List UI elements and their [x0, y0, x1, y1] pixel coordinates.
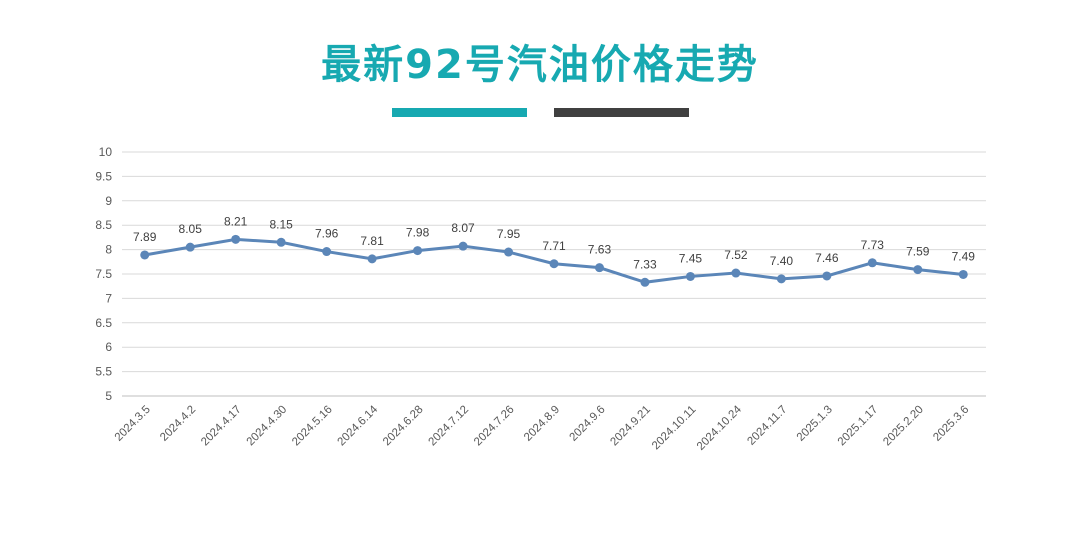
x-tick-label: 2024.5.16: [290, 404, 335, 449]
data-label: 8.21: [224, 214, 248, 228]
y-axis-ticks: 5 5.5 6 6.5 7 7.5 8 8.5 9 9.5 10: [95, 145, 112, 403]
x-tick-label: 2024.8.9: [522, 404, 562, 444]
x-tick-label: 2025.1.3: [795, 404, 835, 444]
data-point: [776, 274, 786, 284]
y-tick-label: 5.5: [95, 365, 112, 379]
data-point: [867, 258, 877, 268]
data-point: [958, 269, 968, 279]
data-point: [504, 247, 514, 257]
data-point: [140, 250, 150, 260]
data-labels: 7.89 8.05 8.21 8.15 7.96 7.81 7.98 8.07 7.95 7.71…: [133, 214, 975, 271]
title-underline-dark: [554, 108, 689, 117]
data-label: 7.45: [679, 251, 703, 265]
x-axis-ticks: 2024.3.5 2024.4.2 2024.4.17 2024.4.30 2024.5…: [113, 403, 972, 453]
data-label: 7.98: [406, 226, 430, 240]
data-label: 7.89: [133, 230, 157, 244]
y-tick-label: 9.5: [95, 169, 112, 183]
data-label: 7.40: [770, 254, 794, 268]
y-tick-label: 5: [105, 389, 112, 403]
x-tick-label: 2024.7.12: [427, 404, 472, 449]
x-tick-label: 2025.2.20: [881, 404, 926, 449]
x-tick-label: 2025.1.17: [836, 404, 881, 449]
x-tick-label: 2024.6.14: [336, 403, 381, 448]
data-point: [822, 271, 832, 281]
x-tick-label: 2024.11.7: [745, 404, 789, 448]
x-tick-label: 2024.4.17: [199, 404, 244, 449]
data-point: [185, 242, 195, 252]
x-tick-label: 2024.9.21: [608, 404, 653, 449]
data-point: [322, 247, 332, 257]
data-label: 7.52: [724, 248, 748, 262]
data-label: 7.71: [542, 239, 566, 253]
x-tick-label: 2024.3.5: [113, 404, 153, 444]
data-label: 7.63: [588, 243, 612, 257]
data-label: 7.59: [906, 245, 930, 259]
data-point: [685, 271, 695, 281]
x-tick-label: 2024.9.6: [567, 404, 607, 444]
data-point: [276, 237, 286, 247]
data-point: [549, 259, 559, 269]
y-tick-label: 8: [105, 243, 112, 257]
data-label: 7.73: [861, 238, 885, 252]
data-point: [367, 254, 377, 264]
data-point: [458, 241, 468, 251]
data-label: 7.46: [815, 251, 839, 265]
data-points: [140, 234, 968, 287]
page-title: 最新92号汽油价格走势: [321, 42, 759, 88]
y-tick-label: 6.5: [95, 316, 112, 330]
data-label: 7.95: [497, 227, 521, 241]
chart-grid: [122, 151, 986, 397]
x-tick-label: 2025.3.6: [931, 404, 971, 444]
x-tick-label: 2024.4.2: [158, 404, 198, 444]
title-underline-teal: [392, 108, 527, 117]
x-tick-label: 2024.10.24: [695, 403, 745, 453]
data-point: [640, 277, 650, 287]
y-tick-label: 8.5: [95, 218, 112, 232]
data-point: [594, 263, 604, 273]
data-label: 8.07: [451, 221, 475, 235]
data-label: 8.05: [179, 222, 203, 236]
data-label: 7.33: [633, 257, 657, 271]
data-label: 8.15: [269, 217, 293, 231]
y-tick-label: 10: [99, 145, 113, 159]
y-tick-label: 9: [105, 194, 112, 208]
data-label: 7.96: [315, 227, 339, 241]
x-tick-label: 2024.4.30: [245, 404, 290, 449]
data-point: [913, 265, 923, 275]
data-label: 7.49: [952, 249, 976, 263]
x-tick-label: 2024.10.11: [650, 404, 699, 453]
data-point: [731, 268, 741, 278]
y-tick-label: 7.5: [95, 267, 112, 281]
y-tick-label: 7: [105, 291, 112, 305]
x-tick-label: 2024.7.26: [472, 404, 517, 449]
data-point: [231, 234, 241, 244]
data-label: 7.81: [360, 234, 384, 248]
y-tick-label: 6: [105, 340, 112, 354]
x-tick-label: 2024.6.28: [381, 404, 426, 449]
data-point: [413, 246, 423, 256]
